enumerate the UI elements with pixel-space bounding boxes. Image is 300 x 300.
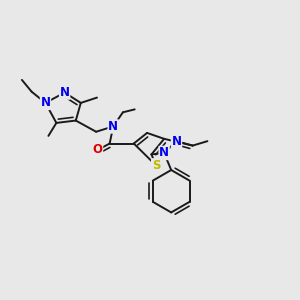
Text: N: N <box>172 135 182 148</box>
Text: N: N <box>60 86 70 99</box>
Text: N: N <box>159 146 169 159</box>
Text: N: N <box>40 96 50 110</box>
Text: N: N <box>108 120 118 133</box>
Text: O: O <box>93 143 103 157</box>
Text: S: S <box>152 159 160 172</box>
